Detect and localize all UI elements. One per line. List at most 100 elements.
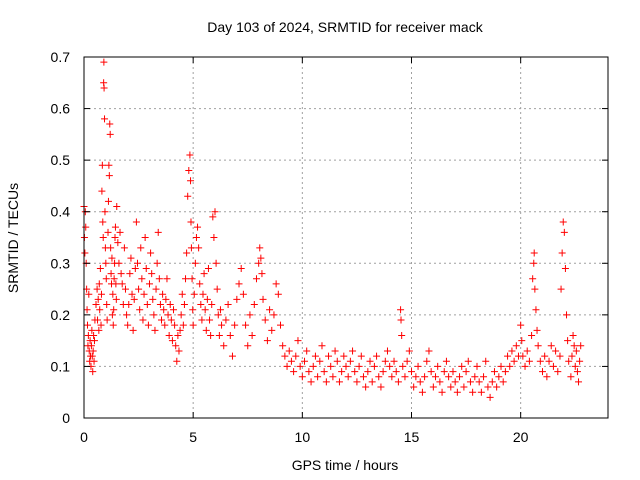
data-point bbox=[401, 373, 409, 381]
data-point bbox=[296, 362, 304, 370]
data-point bbox=[521, 362, 529, 370]
data-point bbox=[102, 259, 110, 267]
data-point bbox=[301, 357, 309, 365]
data-point bbox=[167, 316, 175, 324]
data-point bbox=[161, 321, 169, 329]
data-point bbox=[185, 166, 193, 174]
x-axis-title: GPS time / hours bbox=[292, 457, 399, 473]
data-point bbox=[558, 249, 566, 257]
data-point bbox=[362, 383, 370, 391]
x-tick-label: 5 bbox=[189, 429, 197, 445]
data-point bbox=[290, 368, 298, 376]
data-point bbox=[96, 306, 104, 314]
data-point bbox=[394, 378, 402, 386]
data-point bbox=[325, 352, 333, 360]
data-point bbox=[414, 362, 422, 370]
data-point bbox=[246, 311, 254, 319]
chart-title: Day 103 of 2024, SRMTID for receiver mac… bbox=[207, 19, 483, 35]
data-point bbox=[213, 285, 221, 293]
data-point bbox=[475, 378, 483, 386]
data-point bbox=[138, 275, 146, 283]
data-point bbox=[110, 275, 118, 283]
data-point bbox=[203, 295, 211, 303]
data-point bbox=[112, 295, 120, 303]
data-point bbox=[340, 352, 348, 360]
data-point bbox=[335, 378, 343, 386]
data-point bbox=[266, 306, 274, 314]
data-point bbox=[398, 331, 406, 339]
data-point bbox=[294, 337, 302, 345]
data-point bbox=[460, 383, 468, 391]
y-tick-label: 0.5 bbox=[51, 152, 71, 168]
data-point bbox=[456, 373, 464, 381]
data-point bbox=[561, 264, 569, 272]
data-point bbox=[85, 290, 93, 298]
data-point bbox=[388, 373, 396, 381]
data-point bbox=[124, 321, 132, 329]
data-point bbox=[226, 331, 234, 339]
data-point bbox=[83, 321, 91, 329]
data-point bbox=[316, 357, 324, 365]
data-point bbox=[425, 347, 433, 355]
data-point bbox=[150, 311, 158, 319]
data-point bbox=[379, 368, 387, 376]
data-point bbox=[529, 275, 537, 283]
data-point bbox=[473, 362, 481, 370]
data-point bbox=[198, 316, 206, 324]
data-point bbox=[233, 295, 241, 303]
data-point bbox=[165, 331, 173, 339]
data-point bbox=[125, 301, 133, 309]
data-point bbox=[179, 321, 187, 329]
data-point bbox=[248, 331, 256, 339]
data-point bbox=[536, 357, 544, 365]
data-point bbox=[571, 362, 579, 370]
data-point bbox=[392, 368, 400, 376]
data-point bbox=[484, 383, 492, 391]
data-point bbox=[118, 280, 126, 288]
data-point bbox=[109, 290, 117, 298]
data-point bbox=[560, 228, 568, 236]
data-point bbox=[94, 295, 102, 303]
data-point bbox=[486, 393, 494, 401]
data-point bbox=[512, 342, 520, 350]
data-point bbox=[88, 326, 96, 334]
x-tick-label: 15 bbox=[404, 429, 420, 445]
data-point bbox=[201, 306, 209, 314]
data-point bbox=[100, 84, 108, 92]
data-point bbox=[160, 306, 168, 314]
data-point bbox=[105, 161, 113, 169]
data-point bbox=[508, 347, 516, 355]
data-point bbox=[305, 368, 313, 376]
data-point bbox=[110, 306, 118, 314]
data-point bbox=[421, 373, 429, 381]
data-point bbox=[99, 218, 107, 226]
y-tick-label: 0.2 bbox=[51, 307, 71, 323]
data-point bbox=[109, 321, 117, 329]
data-point bbox=[208, 301, 216, 309]
data-point bbox=[458, 362, 466, 370]
data-point bbox=[105, 172, 113, 180]
data-point bbox=[383, 347, 391, 355]
data-point bbox=[187, 218, 195, 226]
data-point bbox=[357, 352, 365, 360]
data-point bbox=[153, 259, 161, 267]
data-point bbox=[93, 285, 101, 293]
data-point bbox=[191, 259, 199, 267]
data-point bbox=[104, 197, 112, 205]
y-axis-title: SRMTID / TECUs bbox=[5, 183, 21, 293]
data-point bbox=[549, 362, 557, 370]
data-point bbox=[366, 357, 374, 365]
data-point bbox=[178, 290, 186, 298]
data-point bbox=[108, 254, 116, 262]
data-point bbox=[196, 280, 204, 288]
data-point bbox=[547, 342, 555, 350]
data-point bbox=[375, 373, 383, 381]
data-point bbox=[111, 234, 119, 241]
data-point bbox=[449, 368, 457, 376]
data-point bbox=[88, 352, 96, 360]
data-point bbox=[94, 316, 102, 324]
data-point bbox=[155, 275, 163, 283]
data-point bbox=[180, 301, 188, 309]
data-point bbox=[172, 342, 180, 350]
data-point bbox=[103, 316, 111, 324]
